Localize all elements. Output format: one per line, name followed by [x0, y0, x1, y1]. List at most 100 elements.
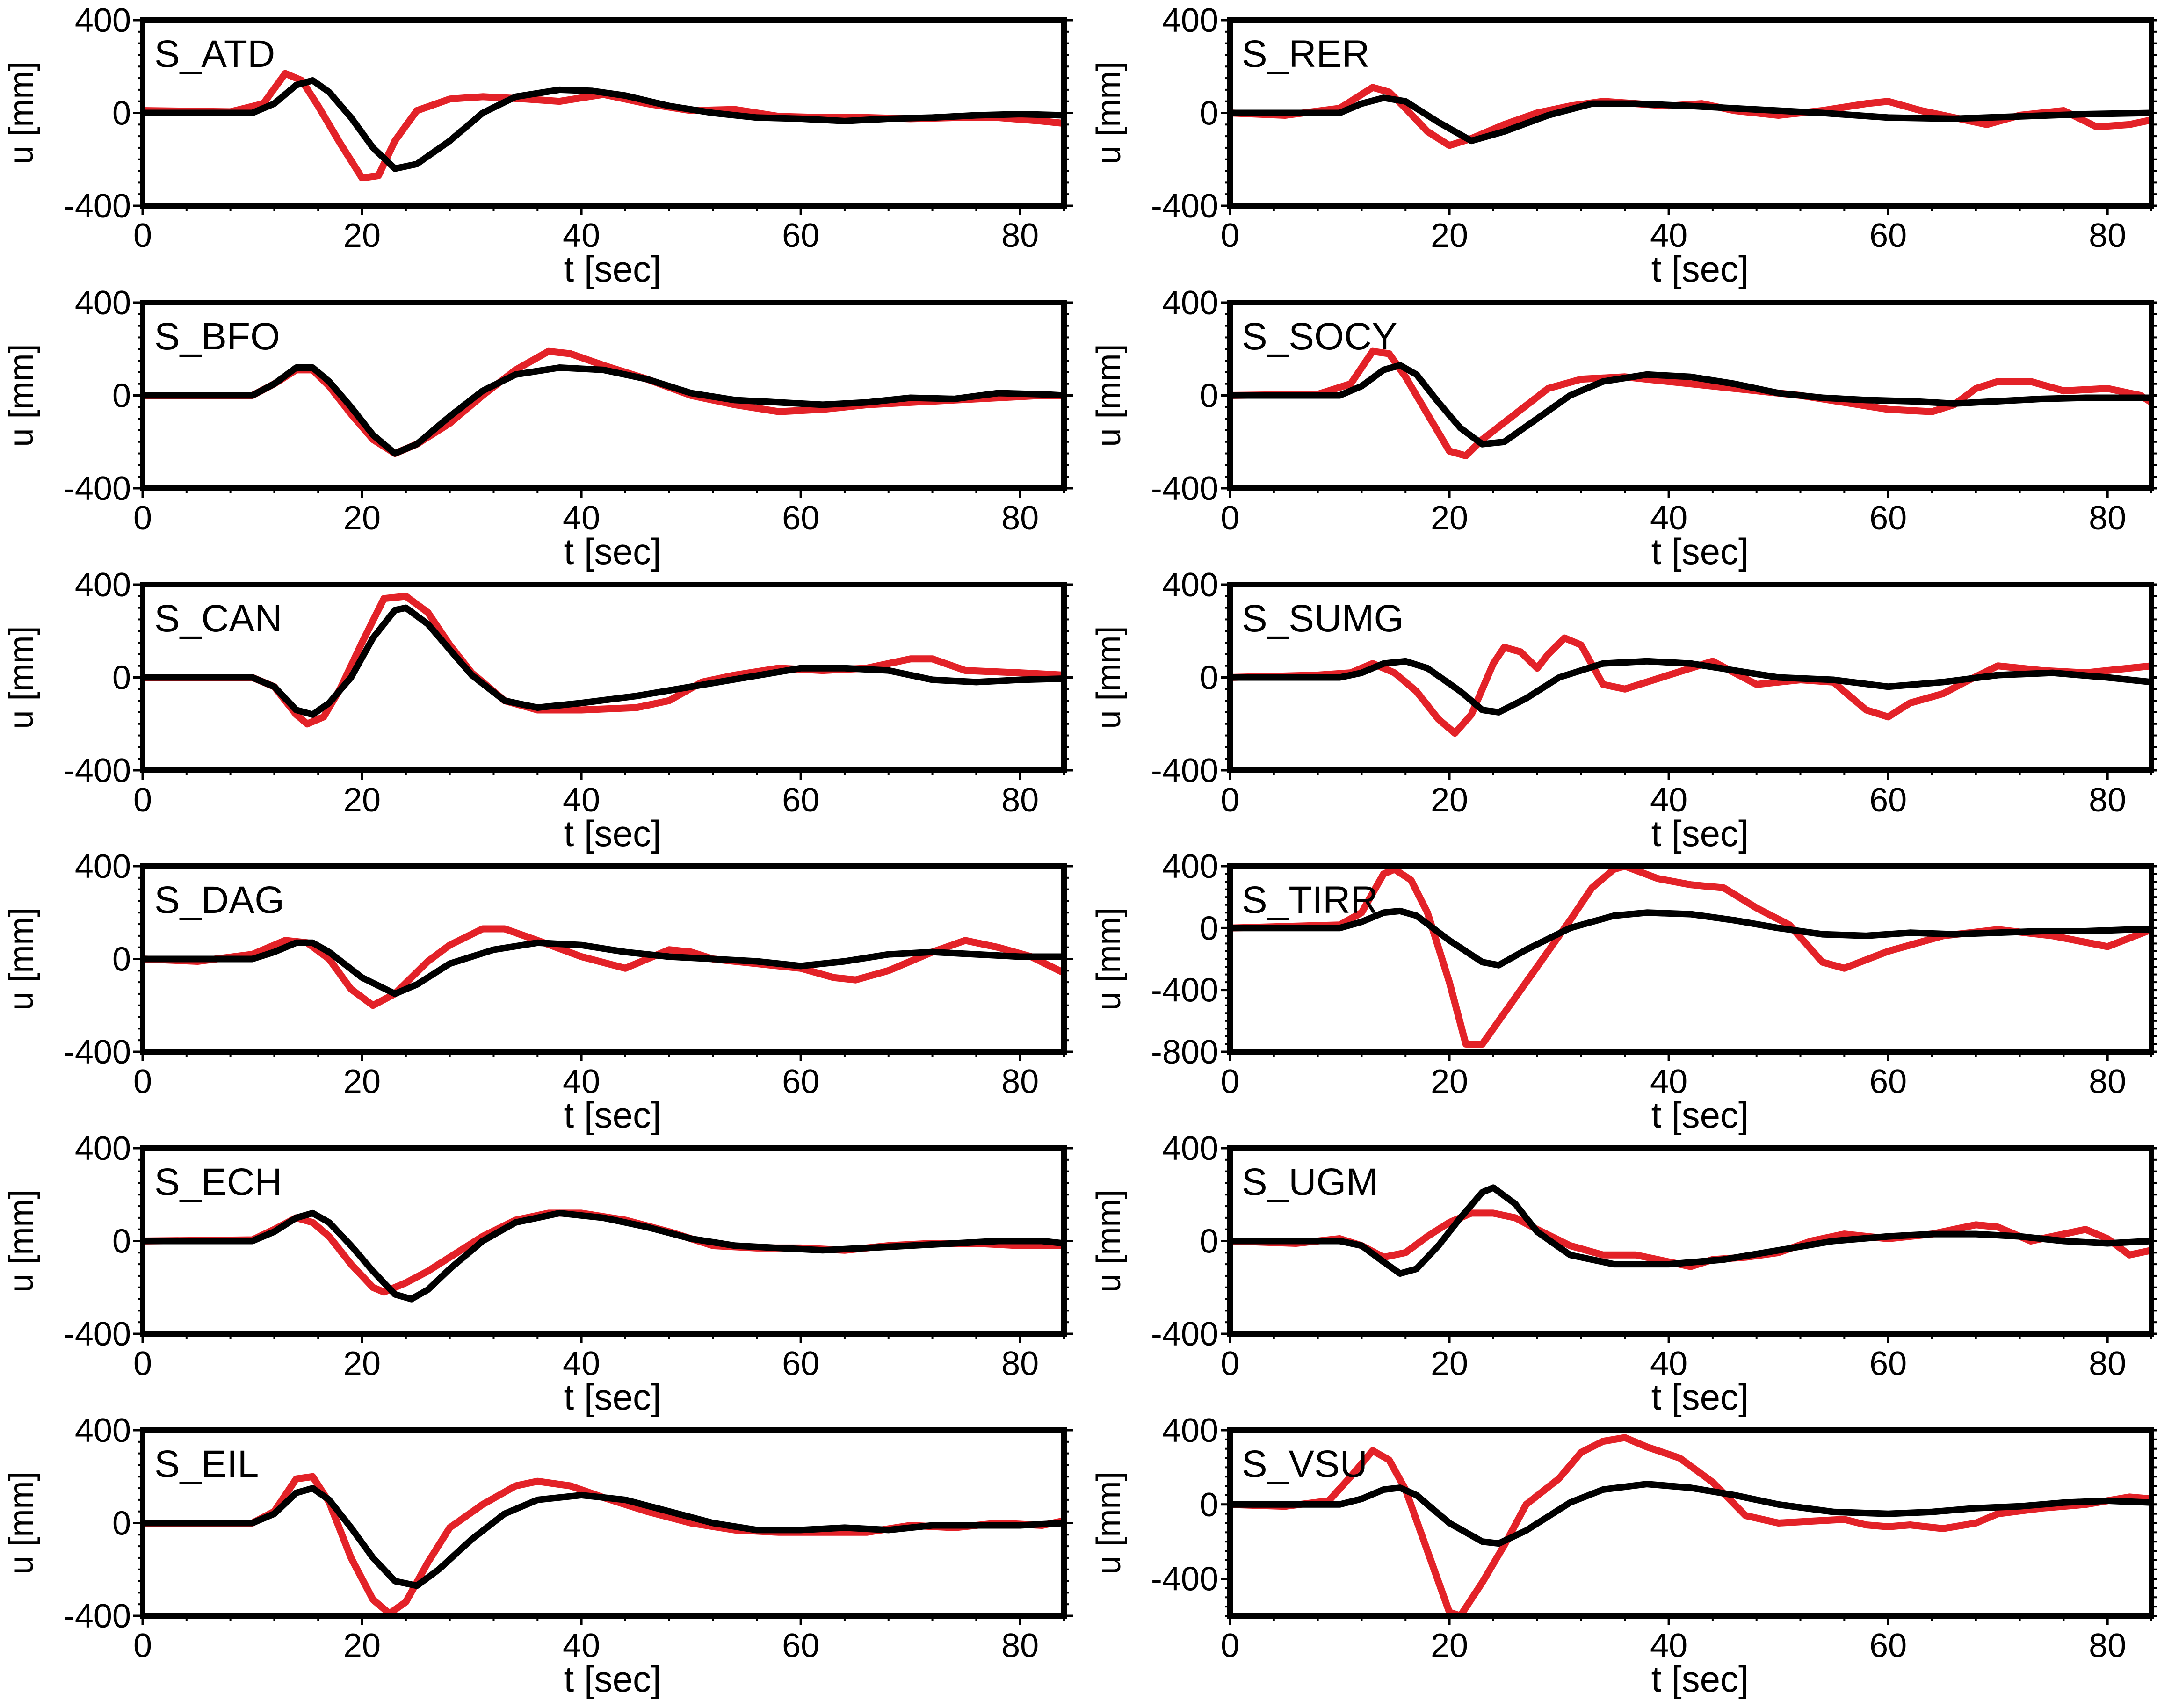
y-tick-label: -800 — [1151, 1034, 1218, 1071]
y-axis-label: u [mm] — [1090, 907, 1128, 1010]
station-title: S_SOCY — [1242, 315, 1397, 358]
y-tick-label: 0 — [112, 941, 131, 978]
x-tick-label: 40 — [563, 1627, 600, 1665]
observed-trace — [1230, 347, 2151, 459]
y-axis-label: u [mm] — [1090, 626, 1128, 729]
y-axis-label: u [mm] — [3, 1471, 40, 1574]
x-tick-label: 40 — [563, 1063, 600, 1100]
y-tick-label: -400 — [64, 1598, 131, 1635]
chart-panel-s-tirr: 0 20 40 60 80 400 0 -400 -800 t [sec] u [mm] S_TIRR — [1090, 848, 2157, 1136]
x-tick-label: 80 — [2089, 1627, 2126, 1665]
y-tick-label: -400 — [1151, 188, 1218, 225]
x-tick-label: 0 — [133, 1627, 152, 1665]
x-tick-label: 0 — [133, 1345, 152, 1382]
x-tick-label: 40 — [1650, 499, 1687, 537]
y-axis-label: u [mm] — [3, 344, 40, 447]
station-title: S_SUMG — [1242, 597, 1404, 640]
plot-frame — [140, 17, 1067, 209]
x-tick-label: 20 — [343, 1627, 381, 1665]
y-tick-label: 0 — [1200, 1223, 1218, 1260]
x-tick-label: 20 — [343, 1063, 381, 1100]
x-tick-label: 60 — [782, 782, 819, 819]
y-axis-label: u [mm] — [1090, 1471, 1128, 1574]
x-tick-label: 40 — [1650, 1345, 1687, 1382]
y-tick-label: -400 — [64, 1316, 131, 1353]
x-axis-label: t [sec] — [564, 1094, 661, 1136]
station-title: S_ECH — [154, 1161, 282, 1203]
x-axis-label: t [sec] — [564, 1376, 661, 1418]
y-tick-label: -400 — [64, 752, 131, 789]
x-tick-label: 60 — [1869, 1345, 1907, 1382]
x-tick-label: 80 — [2089, 217, 2126, 254]
x-tick-label: 40 — [563, 217, 600, 254]
x-tick-label: 60 — [782, 1345, 819, 1382]
station-title: S_UGM — [1242, 1161, 1378, 1203]
x-tick-label: 60 — [1869, 1627, 1907, 1665]
station-title: S_TIRR — [1242, 879, 1378, 921]
y-tick-label: 0 — [1200, 1486, 1218, 1524]
x-tick-label: 0 — [1221, 499, 1239, 537]
x-axis-label: t [sec] — [1651, 1658, 1749, 1700]
x-tick-label: 80 — [2089, 499, 2126, 537]
y-axis-label: u [mm] — [1090, 344, 1128, 447]
x-tick-label: 0 — [133, 499, 152, 537]
observed-trace — [143, 70, 1064, 181]
observed-trace — [143, 925, 1064, 1009]
observed-trace — [1230, 1434, 2151, 1616]
station-title: S_VSU — [1242, 1443, 1368, 1485]
x-tick-label: 60 — [782, 1063, 819, 1100]
y-axis-label: u [mm] — [3, 1189, 40, 1292]
x-tick-label: 80 — [1001, 217, 1039, 254]
y-tick-label: 0 — [112, 1223, 131, 1260]
synthetic-trace — [143, 1209, 1064, 1303]
x-tick-label: 40 — [563, 1345, 600, 1382]
x-tick-label: 20 — [1431, 1063, 1468, 1100]
x-tick-label: 20 — [1431, 1627, 1468, 1665]
x-tick-label: 60 — [1869, 782, 1907, 819]
x-tick-label: 40 — [1650, 1627, 1687, 1665]
y-tick-label: 0 — [112, 377, 131, 415]
x-tick-label: 60 — [782, 217, 819, 254]
x-tick-label: 40 — [563, 499, 600, 537]
x-tick-label: 60 — [782, 499, 819, 537]
y-tick-label: 400 — [75, 1130, 131, 1167]
y-tick-label: 0 — [1200, 910, 1218, 947]
station-title: S_CAN — [154, 597, 282, 640]
station-title: S_DAG — [154, 879, 284, 921]
x-axis-label: t [sec] — [1651, 813, 1749, 854]
x-tick-label: 80 — [2089, 1345, 2126, 1382]
y-tick-label: -400 — [1151, 1316, 1218, 1353]
x-tick-label: 60 — [1869, 217, 1907, 254]
x-tick-label: 40 — [1650, 782, 1687, 819]
observed-trace — [1230, 634, 2151, 737]
x-tick-label: 20 — [1431, 499, 1468, 537]
x-tick-label: 40 — [563, 782, 600, 819]
y-tick-label: 400 — [1162, 1130, 1218, 1167]
x-tick-label: 80 — [1001, 1345, 1039, 1382]
x-tick-label: 20 — [1431, 1345, 1468, 1382]
x-axis-label: t [sec] — [1651, 248, 1749, 289]
x-tick-label: 0 — [133, 1063, 152, 1100]
y-tick-label: 400 — [1162, 848, 1218, 885]
y-axis-label: u [mm] — [1090, 1189, 1128, 1292]
x-tick-label: 80 — [2089, 1063, 2126, 1100]
y-tick-label: -400 — [1151, 972, 1218, 1009]
station-title: S_ATD — [154, 33, 275, 75]
synthetic-trace — [143, 1485, 1064, 1589]
x-tick-label: 60 — [1869, 499, 1907, 537]
x-axis-label: t [sec] — [1651, 1094, 1749, 1136]
x-axis-label: t [sec] — [564, 1658, 661, 1700]
observed-trace — [1230, 866, 2151, 1048]
x-tick-label: 0 — [1221, 1063, 1239, 1100]
station-title: S_BFO — [154, 315, 280, 358]
x-tick-label: 20 — [343, 782, 381, 819]
